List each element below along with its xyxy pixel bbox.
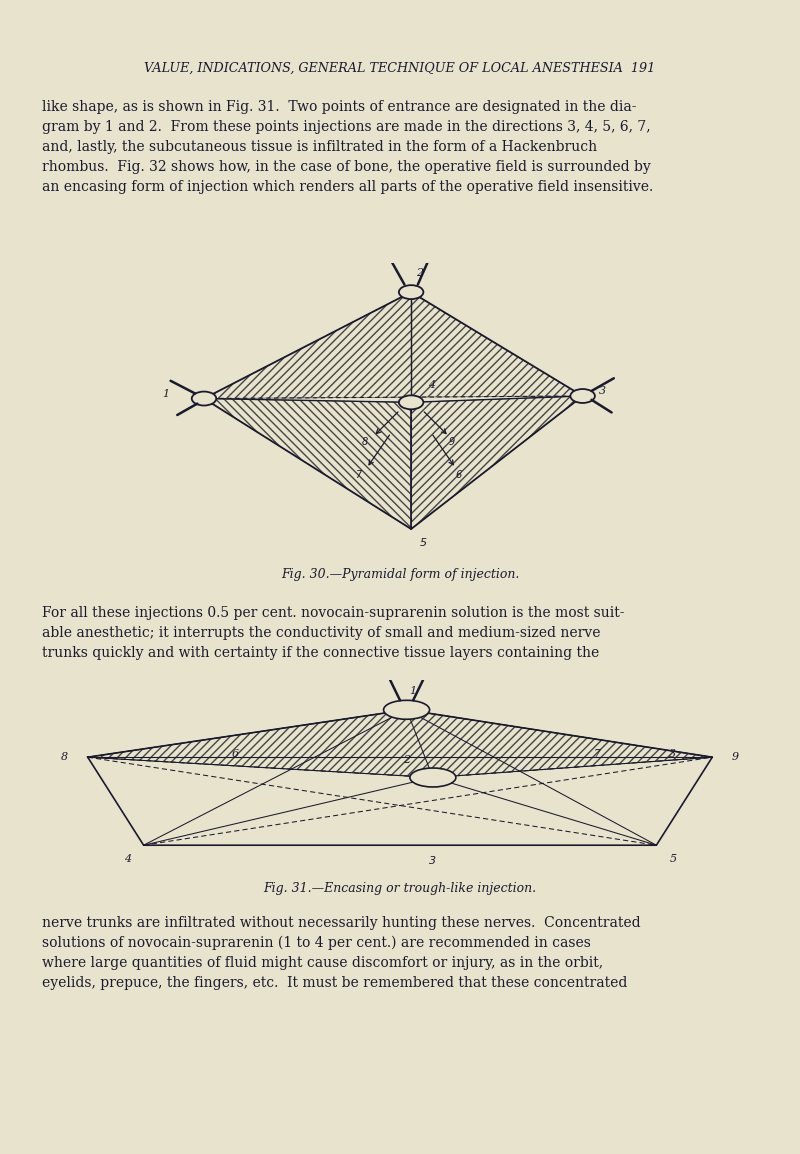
Text: Fig. 31.—Encasing or trough-like injection.: Fig. 31.—Encasing or trough-like injecti… [263,882,537,896]
Circle shape [399,285,423,299]
Text: For all these injections 0.5 per cent. novocain-suprarenin solution is the most : For all these injections 0.5 per cent. n… [42,606,625,620]
Text: where large quantities of fluid might cause discomfort or injury, as in the orbi: where large quantities of fluid might ca… [42,956,603,971]
Circle shape [410,769,456,787]
Text: VALUE, INDICATIONS, GENERAL TECHNIQUE OF LOCAL ANESTHESIA  191: VALUE, INDICATIONS, GENERAL TECHNIQUE OF… [144,62,656,75]
Circle shape [383,700,430,719]
Text: 3: 3 [670,749,676,759]
Circle shape [570,389,595,403]
Text: 3: 3 [430,856,437,866]
Text: 3: 3 [599,385,606,396]
Text: rhombus.  Fig. 32 shows how, in the case of bone, the operative field is surroun: rhombus. Fig. 32 shows how, in the case … [42,160,650,174]
Text: and, lastly, the subcutaneous tissue is infiltrated in the form of a Hackenbruch: and, lastly, the subcutaneous tissue is … [42,140,597,153]
Text: trunks quickly and with certainty if the connective tissue layers containing the: trunks quickly and with certainty if the… [42,646,599,660]
Text: 6: 6 [456,471,462,480]
Circle shape [192,391,216,405]
Text: like shape, as is shown in Fig. 31.  Two points of entrance are designated in th: like shape, as is shown in Fig. 31. Two … [42,100,637,114]
Text: 7: 7 [355,471,362,480]
Text: eyelids, prepuce, the fingers, etc.  It must be remembered that these concentrat: eyelids, prepuce, the fingers, etc. It m… [42,976,627,990]
Text: an encasing form of injection which renders all parts of the operative field ins: an encasing form of injection which rend… [42,180,654,194]
Text: Fig. 30.—Pyramidal form of injection.: Fig. 30.—Pyramidal form of injection. [281,568,519,580]
Text: 4: 4 [428,380,434,390]
Text: 8: 8 [362,437,368,448]
Text: able anesthetic; it interrupts the conductivity of small and medium-sized nerve: able anesthetic; it interrupts the condu… [42,625,601,640]
Text: 9: 9 [449,437,455,448]
Text: 4: 4 [124,854,130,863]
Text: 7: 7 [594,749,601,759]
Text: 1: 1 [410,687,417,696]
Text: 9: 9 [732,752,739,762]
Text: 8: 8 [61,752,68,762]
Text: solutions of novocain-suprarenin (1 to 4 per cent.) are recommended in cases: solutions of novocain-suprarenin (1 to 4… [42,936,591,951]
Text: 5: 5 [420,538,427,548]
Text: 5: 5 [670,854,676,863]
Text: nerve trunks are infiltrated without necessarily hunting these nerves.  Concentr: nerve trunks are infiltrated without nec… [42,916,641,930]
Circle shape [399,396,423,410]
Text: 1: 1 [162,389,170,398]
Text: 2: 2 [417,268,424,278]
Text: 2: 2 [403,756,410,765]
Text: 6: 6 [232,749,239,759]
Text: gram by 1 and 2.  From these points injections are made in the directions 3, 4, : gram by 1 and 2. From these points injec… [42,120,650,134]
